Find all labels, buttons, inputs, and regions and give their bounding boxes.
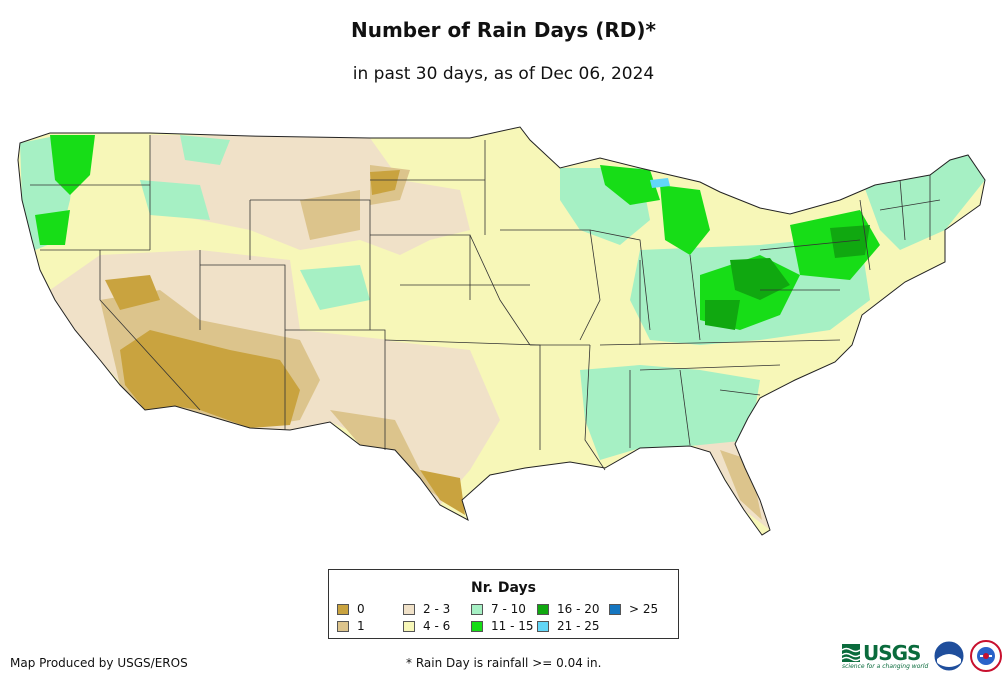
usgs-wave-icon [842, 643, 860, 662]
usgs-logo: USGS science for a changing world [842, 643, 928, 670]
legend-label: 7 - 10 [491, 602, 526, 616]
legend-swatch [403, 603, 415, 615]
legend-label: 4 - 6 [423, 619, 451, 633]
legend-item-8: > 25 [609, 602, 658, 616]
legend: Nr. Days 0 1 2 - 3 4 - 6 7 - 10 11 - 15 … [328, 569, 679, 639]
legend-item-2: 2 - 3 [403, 602, 450, 616]
legend-item-7: 21 - 25 [537, 619, 600, 633]
legend-swatch [471, 603, 483, 615]
noaa-logo-icon [934, 641, 964, 671]
credit-text: Map Produced by USGS/EROS [10, 656, 188, 670]
zone-16-20-days [705, 225, 870, 330]
legend-swatch [609, 603, 621, 615]
legend-label: 16 - 20 [557, 602, 600, 616]
legend-swatch [337, 603, 349, 615]
legend-item-3: 4 - 6 [403, 619, 450, 633]
usgs-wordmark: USGS [863, 640, 921, 665]
coastline [17, 126, 986, 536]
map-title: Number of Rain Days (RD)* [350, 18, 656, 42]
legend-item-6: 16 - 20 [537, 602, 600, 616]
legend-item-4: 7 - 10 [471, 602, 526, 616]
legend-swatch [537, 620, 549, 632]
zone-7-10-days [20, 135, 985, 460]
state-boundaries [30, 135, 941, 471]
legend-swatch [403, 620, 415, 632]
footnote: * Rain Day is rainfall >= 0.04 in. [406, 656, 602, 670]
legend-swatch [471, 620, 483, 632]
legend-item-1: 1 [337, 619, 365, 633]
legend-item-5: 11 - 15 [471, 619, 534, 633]
legend-label: > 25 [629, 602, 659, 616]
legend-label: 1 [357, 619, 365, 633]
legend-label: 21 - 25 [557, 619, 600, 633]
zone-21-25-days [650, 178, 670, 188]
legend-label: 0 [357, 602, 365, 616]
legend-title: Nr. Days [471, 580, 536, 596]
legend-swatch [337, 620, 349, 632]
legend-label: 11 - 15 [491, 619, 534, 633]
usgs-tagline: science for a changing world [842, 662, 929, 670]
map-subtitle: in past 30 days, as of Dec 06, 2024 [352, 64, 655, 84]
legend-label: 2 - 3 [423, 602, 451, 616]
zone-0-days [105, 170, 465, 515]
agency-logos: USGS science for a changing world [842, 640, 1003, 672]
nws-logo-icon [970, 640, 1003, 672]
legend-swatch [537, 603, 549, 615]
legend-item-0: 0 [337, 602, 365, 616]
